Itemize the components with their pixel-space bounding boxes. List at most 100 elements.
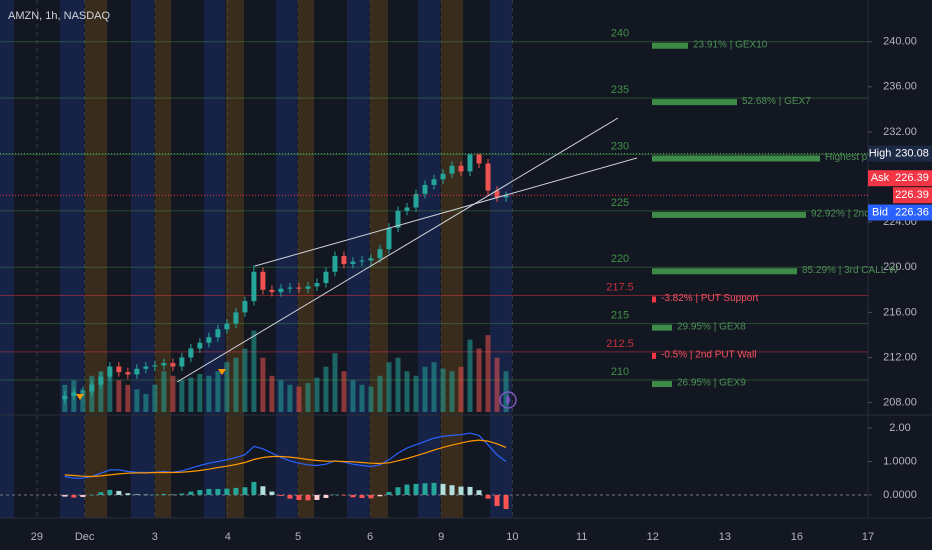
histogram-bar xyxy=(494,494,500,506)
volume-bar xyxy=(404,371,410,412)
level-bar xyxy=(652,381,672,388)
level-label: 210 xyxy=(611,366,629,378)
session-band xyxy=(226,0,244,518)
histogram-bar xyxy=(251,481,257,495)
candle-body xyxy=(476,154,482,164)
level-label: 235 xyxy=(611,84,629,96)
candle-body xyxy=(188,348,194,358)
histogram-bar xyxy=(395,487,401,495)
histogram-bar xyxy=(296,494,302,500)
histogram-bar xyxy=(404,484,410,495)
candle-body xyxy=(125,372,131,375)
histogram-bar xyxy=(80,494,86,497)
histogram-bar xyxy=(287,494,293,499)
level-label: 230 xyxy=(611,140,629,152)
level-label: 225 xyxy=(611,197,629,209)
histogram-bar xyxy=(89,494,95,496)
histogram-bar xyxy=(116,490,122,495)
histogram-bar xyxy=(476,490,482,495)
x-tick-label: Dec xyxy=(75,531,95,543)
level-note: -3.82% | PUT Support xyxy=(661,293,759,304)
price-tag-value: 230.08 xyxy=(895,148,929,160)
x-tick-label: 5 xyxy=(295,531,301,543)
y-tick-label: 236.00 xyxy=(883,81,917,93)
candle-body xyxy=(62,395,68,400)
y-tick-label: 232.00 xyxy=(883,126,917,138)
level-bar xyxy=(652,352,656,359)
volume-bar xyxy=(179,380,185,412)
x-tick-label: 12 xyxy=(647,531,659,543)
candle-body xyxy=(206,337,212,343)
y-tick-label: 212.00 xyxy=(883,351,917,363)
session-band xyxy=(85,0,107,518)
volume-bar xyxy=(233,357,239,412)
histogram-bar xyxy=(143,494,149,496)
y-tick-label: 240.00 xyxy=(883,36,917,48)
level-bar xyxy=(652,324,672,331)
price-tag-name-box xyxy=(868,204,893,221)
histogram-bar xyxy=(215,488,221,495)
session-band xyxy=(155,0,171,518)
replay-icon[interactable] xyxy=(499,391,517,409)
candle-body xyxy=(71,392,77,396)
histogram-bar xyxy=(413,483,419,495)
candle-body xyxy=(233,312,239,324)
volume-bar xyxy=(422,366,428,412)
candle-body xyxy=(377,249,383,259)
candle-body xyxy=(440,173,446,180)
candle-body xyxy=(413,193,419,208)
volume-bar xyxy=(377,375,383,412)
price-tag-name-box xyxy=(868,170,893,187)
histogram-bar xyxy=(242,487,248,495)
volume-bar xyxy=(359,384,365,412)
x-tick-label: 10 xyxy=(506,531,518,543)
session-band xyxy=(131,0,154,518)
session-band xyxy=(204,0,225,518)
volume-bar xyxy=(296,386,302,412)
session-band xyxy=(60,0,84,518)
y2-tick-label: 1.0000 xyxy=(883,455,917,467)
level-label: 220 xyxy=(611,253,629,265)
volume-bar xyxy=(98,371,104,412)
volume-bar xyxy=(107,366,113,412)
volume-bar xyxy=(467,339,473,412)
replay-icon-glyph xyxy=(506,394,510,406)
volume-bar xyxy=(476,348,482,412)
session-band xyxy=(0,0,14,518)
x-tick-label: 17 xyxy=(862,531,874,543)
chart-title: AMZN, 1h, NASDAQ xyxy=(8,10,111,22)
level-note: -0.5% | 2nd PUT Wall xyxy=(661,349,756,360)
level-bar xyxy=(652,268,797,275)
candle-body xyxy=(494,190,500,198)
candle-body xyxy=(404,207,410,211)
candle-body xyxy=(260,271,266,290)
session-band xyxy=(298,0,314,518)
volume-bar xyxy=(143,393,149,412)
level-note: 85.29% | 3rd CALL W xyxy=(802,265,899,276)
level-bar xyxy=(652,296,656,303)
candle-body xyxy=(305,286,311,289)
histogram-bar xyxy=(161,493,167,495)
x-tick-label: 9 xyxy=(438,531,444,543)
volume-bar xyxy=(314,377,320,412)
price-tag-name-box xyxy=(868,145,893,162)
level-bar xyxy=(652,42,688,49)
volume-bar xyxy=(215,371,221,412)
level-label: 240 xyxy=(611,28,629,40)
candle-body xyxy=(287,287,293,289)
level-bar xyxy=(652,211,806,218)
histogram-bar xyxy=(368,494,374,499)
volume-bar xyxy=(161,371,167,412)
histogram-bar xyxy=(467,486,473,495)
histogram-bar xyxy=(440,483,446,495)
histogram-bar xyxy=(278,494,284,496)
session-band xyxy=(347,0,369,518)
session-band xyxy=(441,0,463,518)
histogram-bar xyxy=(125,493,131,495)
histogram-bar xyxy=(152,494,158,496)
price-tag xyxy=(893,170,932,187)
candle-body xyxy=(485,163,491,191)
volume-bar xyxy=(206,375,212,412)
candle-body xyxy=(350,261,356,264)
